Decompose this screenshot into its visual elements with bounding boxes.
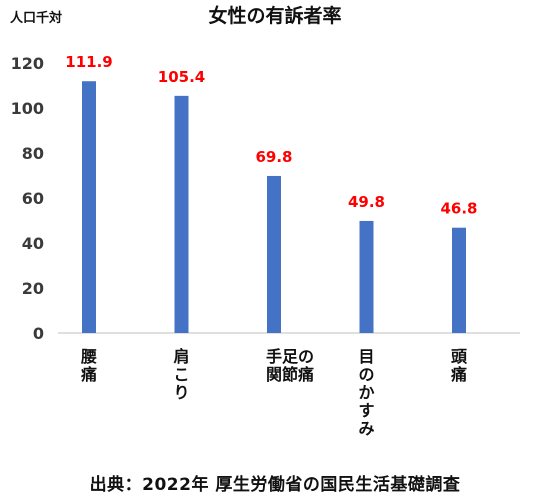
source-caption: 出典：2022年 厚生労働省の国民生活基礎調査: [89, 475, 461, 495]
y-tick-label-3: 60: [22, 189, 44, 208]
x-tick-label-4: 頭痛: [450, 347, 468, 384]
x-tick-label-0: 腰痛: [80, 347, 97, 384]
y-tick-label-1: 20: [22, 279, 44, 298]
bar-chart: 女性の有訴者率 人口千対 0 20 40 60 80 100 120 111.9 105.4 6…: [10, 4, 520, 438]
data-label-4: 46.8: [440, 200, 477, 218]
bar-0: [82, 81, 96, 333]
data-label-2: 69.8: [255, 148, 292, 166]
y-tick-label-5: 100: [11, 99, 44, 118]
x-tick-label-1: 肩こり: [174, 347, 190, 402]
y-tick-label-6: 120: [11, 54, 44, 73]
y-axis-label: 人口千対: [10, 10, 62, 26]
x-tick-label-2: 手足の関節痛: [266, 347, 314, 384]
y-tick-label-0: 0: [33, 324, 44, 343]
x-tick-label-3: 目のかすみ: [359, 347, 375, 438]
y-tick-label-4: 80: [22, 144, 44, 163]
bar-1: [174, 95, 189, 333]
bar-4: [452, 227, 466, 333]
bar-2: [267, 175, 281, 333]
chart-title: 女性の有訴者率: [208, 4, 341, 27]
data-label-3: 49.8: [348, 193, 385, 211]
data-label-1: 105.4: [158, 68, 205, 86]
y-tick-label-2: 40: [22, 234, 44, 253]
data-label-0: 111.9: [65, 53, 112, 71]
bar-3: [359, 220, 374, 333]
